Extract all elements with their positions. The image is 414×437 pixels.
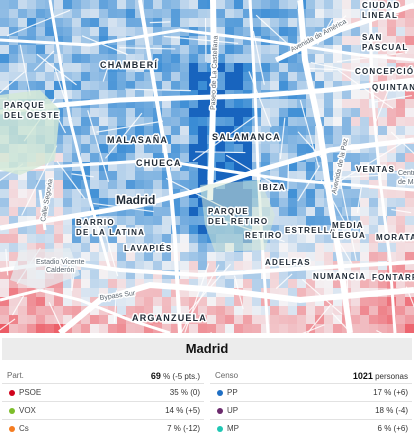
party-name: MP xyxy=(227,424,239,433)
census-row: Censo 1021 personas xyxy=(210,366,412,384)
label-barrio-latina-1: BARRIO xyxy=(76,218,115,227)
party-row-vox: VOX 14 % (+5) xyxy=(2,401,204,419)
party-row-pp: PP 17 % (+6) xyxy=(210,383,412,401)
party-name: UP xyxy=(227,406,238,415)
label-arganzuela: ARGANZUELA xyxy=(132,313,207,323)
map-canvas[interactable]: CHAMBERÍ PARQUE DEL OESTE MALASAÑA CHUEC… xyxy=(0,0,414,333)
label-chamberi: CHAMBERÍ xyxy=(100,60,158,70)
party-value: 18 % (-4) xyxy=(375,406,408,415)
label-concepcion: CONCEPCIÓN xyxy=(355,67,414,76)
label-media-legua-1: MEDIA xyxy=(332,221,364,230)
label-corner-2: de Ma xyxy=(398,179,414,186)
participation-label: Part. xyxy=(7,371,24,380)
label-parque-retiro-2: DEL RETIRO xyxy=(208,217,268,226)
census-value: 1021 personas xyxy=(353,371,408,381)
label-fontarron: FONTARRO xyxy=(372,273,414,282)
election-results-map[interactable]: CHAMBERÍ PARQUE DEL OESTE MALASAÑA CHUEC… xyxy=(0,0,414,333)
label-san-pascual-2: PASCUAL xyxy=(362,43,408,52)
party-color-dot xyxy=(9,426,15,432)
party-row-cs: Cs 7 % (-12) xyxy=(2,419,204,437)
label-estadio-2: Calderón xyxy=(46,267,75,274)
label-chueca: CHUECA xyxy=(136,158,182,168)
party-name: PSOE xyxy=(19,388,41,397)
census-label: Censo xyxy=(215,371,238,380)
party-name: VOX xyxy=(19,406,36,415)
party-value: 7 % (-12) xyxy=(167,424,200,433)
label-san-pascual-1: SAN xyxy=(362,33,383,42)
party-row-psoe: PSOE 35 % (0) xyxy=(2,383,204,401)
party-color-dot xyxy=(9,408,15,414)
label-media-legua-2: LEGUA xyxy=(332,231,366,240)
label-parque-oeste-1: PARQUE xyxy=(4,101,45,110)
participation-row: Part. 69 % (-5 pts.) xyxy=(2,366,204,384)
party-color-dot xyxy=(217,426,223,432)
participation-value: 69 % (-5 pts.) xyxy=(151,371,200,381)
label-ventas: VENTAS xyxy=(356,165,395,174)
party-value: 17 % (+6) xyxy=(373,388,408,397)
label-parque-oeste-2: DEL OESTE xyxy=(4,111,60,120)
label-barrio-latina-2: DE LA LATINA xyxy=(76,228,145,237)
label-numancia: NUMANCIA xyxy=(313,272,366,281)
party-value: 6 % (+6) xyxy=(378,424,408,433)
label-salamanca: SALAMANCA xyxy=(212,132,281,142)
party-value: 35 % (0) xyxy=(170,388,200,397)
label-madrid-city: Madrid xyxy=(116,193,155,207)
results-panel: Madrid Part. 69 % (-5 pts.) Censo 1021 p… xyxy=(0,338,414,436)
label-ciudad-lineal-1: CIUDAD xyxy=(362,1,400,10)
label-ibiza: IBIZA xyxy=(259,183,286,192)
label-parque-retiro-1: PARQUE xyxy=(208,207,249,216)
label-ciudad-lineal-2: LINEAL xyxy=(362,11,398,20)
label-corner-1: Centro xyxy=(398,170,414,177)
party-name: PP xyxy=(227,388,238,397)
label-lavapies: LAVAPIÉS xyxy=(124,244,172,253)
party-name: Cs xyxy=(19,424,29,433)
party-row-mp: MP 6 % (+6) xyxy=(210,419,412,437)
label-retiro: RETIRO xyxy=(245,231,282,240)
party-value: 14 % (+5) xyxy=(165,406,200,415)
party-color-dot xyxy=(9,390,15,396)
party-color-dot xyxy=(217,390,223,396)
label-malasana: MALASAÑA xyxy=(107,135,168,145)
label-estadio-1: Estadio Vicente xyxy=(36,259,85,266)
party-row-up: UP 18 % (-4) xyxy=(210,401,412,419)
label-moratalaz: MORATA xyxy=(376,233,414,242)
label-estrella: ESTRELLA xyxy=(285,226,337,235)
panel-title: Madrid xyxy=(2,338,412,360)
label-adelfas: ADELFAS xyxy=(265,258,311,267)
label-quintana: QUINTANA xyxy=(372,83,414,92)
party-color-dot xyxy=(217,408,223,414)
